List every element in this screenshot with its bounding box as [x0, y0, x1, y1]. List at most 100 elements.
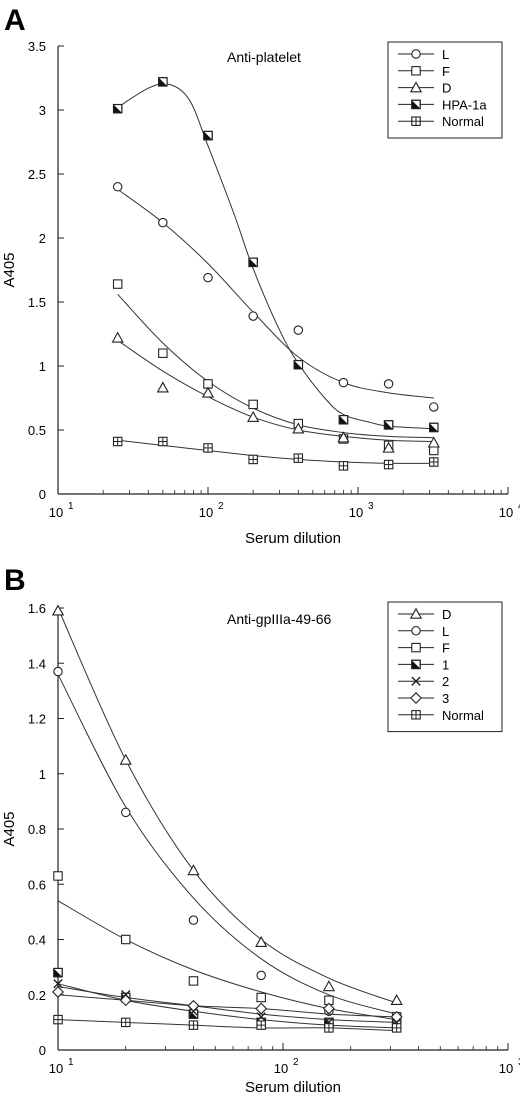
legend-marker [411, 66, 421, 76]
x-tick-exponent: 3 [518, 1057, 520, 1068]
y-tick-label: 1.5 [28, 295, 46, 310]
data-point [255, 935, 268, 948]
legend-marker [411, 659, 421, 670]
legend-marker [411, 116, 421, 126]
series-fit-line [117, 293, 434, 439]
legend-marker [411, 49, 421, 59]
legend-label: 3 [442, 691, 449, 706]
panel-label: B [4, 564, 26, 597]
y-tick-label: 2 [39, 231, 46, 246]
y-axis-label: A405 [1, 252, 18, 287]
x-tick-base: 10 [349, 505, 363, 520]
y-tick-label: 1.6 [28, 601, 46, 616]
legend-marker [411, 676, 421, 686]
data-point [292, 422, 305, 434]
x-tick-exponent: 3 [368, 501, 374, 512]
series-l [53, 666, 402, 1022]
data-point [53, 1014, 63, 1025]
legend-label: L [442, 624, 449, 639]
x-tick-label: 10 3 [349, 501, 374, 520]
chart-title: Anti-gpIIIa-49-66 [227, 611, 331, 627]
data-point [338, 461, 349, 471]
series-normal [112, 436, 439, 471]
data-point [256, 1020, 266, 1030]
data-point [53, 967, 63, 978]
data-point [112, 436, 123, 447]
series-fit-line [117, 83, 434, 430]
series-hpa-1a [112, 77, 439, 433]
data-point [51, 604, 65, 616]
series-f [53, 871, 402, 1022]
data-point [53, 666, 63, 677]
data-point [337, 431, 350, 443]
x-tick-label: 10 1 [49, 501, 74, 520]
x-tick-label: 10 2 [199, 501, 224, 520]
series-normal [53, 1014, 402, 1033]
data-point [338, 377, 349, 388]
data-point [322, 980, 336, 992]
y-tick-label: 3 [39, 103, 46, 118]
series-d [51, 604, 403, 1006]
data-point [203, 443, 213, 453]
panel-label: A [4, 4, 26, 37]
series-fit-line [57, 986, 397, 1023]
y-tick-label: 0.5 [28, 423, 46, 438]
legend-item-1: 1 [398, 657, 449, 672]
chart-panel-a: A 0 0.5 1 1.5 2 2.5 3 3.5 10 1 10 2 10 3 10 4 Serum dilut… [1, 4, 520, 547]
series-fit-line [57, 983, 397, 1029]
data-point [383, 420, 394, 430]
data-point [53, 979, 63, 989]
legend-label: Normal [442, 114, 484, 129]
data-point [383, 459, 394, 470]
data-point [256, 1012, 266, 1022]
legend-label: F [442, 641, 450, 656]
data-point [322, 1002, 335, 1015]
legend-label: L [442, 47, 449, 62]
data-point [248, 454, 258, 465]
legend-label: D [442, 81, 451, 96]
data-point [293, 325, 304, 335]
legend-marker [411, 710, 421, 720]
data-point [256, 970, 266, 981]
series-d [111, 331, 440, 453]
data-point [248, 311, 258, 321]
x-tick-base: 10 [49, 1061, 63, 1076]
data-point [158, 217, 168, 228]
chart-b-svg: B 0 0.2 0.4 0.6 0.8 1 1.2 1.4 1.6 10 1 10 2 10 3 Serum d… [1, 564, 520, 1096]
data-point [188, 915, 199, 925]
y-tick-label: 0.4 [28, 933, 46, 948]
x-tick-label: 10 2 [274, 1057, 299, 1076]
data-point [390, 1010, 403, 1023]
chart-a-svg: A 0 0.5 1 1.5 2 2.5 3 3.5 10 1 10 2 10 3 10 4 Serum dilut… [1, 4, 520, 547]
data-point [338, 415, 349, 425]
data-point [391, 1023, 402, 1033]
series-fit-line [57, 674, 397, 1015]
data-point [429, 422, 439, 433]
legend-label: F [442, 64, 450, 79]
legend-marker [410, 692, 422, 704]
y-tick-label: 0.6 [28, 877, 46, 892]
y-tick-label: 0 [39, 1043, 46, 1058]
y-tick-label: 3.5 [28, 39, 46, 54]
y-tick-label: 0.2 [28, 988, 46, 1003]
y-tick-label: 1 [39, 359, 46, 374]
data-point [201, 386, 215, 398]
x-tick-exponent: 4 [518, 501, 520, 512]
legend-label: Normal [442, 708, 484, 723]
data-point [324, 1023, 334, 1033]
legend-item-f: F [398, 64, 450, 79]
data-point [382, 441, 395, 453]
legend-item-normal: Normal [398, 114, 484, 129]
legend-item-l: L [398, 624, 449, 639]
x-tick-label: 10 1 [49, 1057, 74, 1076]
legend-item-l: L [398, 47, 449, 62]
data-point [248, 399, 258, 410]
x-tick-base: 10 [199, 505, 213, 520]
y-axis-label: A405 [1, 811, 18, 846]
data-point [187, 864, 200, 876]
data-point [112, 103, 123, 114]
series-3 [52, 986, 403, 1023]
legend-marker [409, 607, 423, 619]
